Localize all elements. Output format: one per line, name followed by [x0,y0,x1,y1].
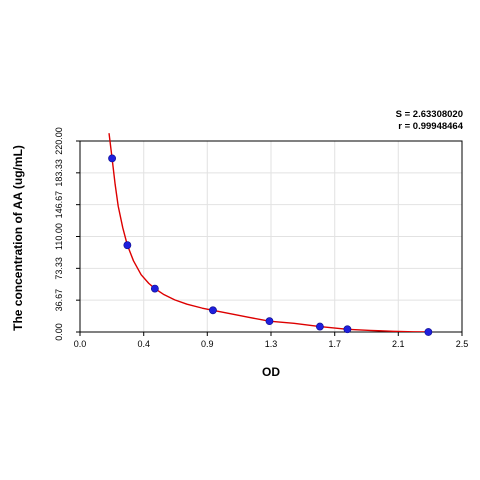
grid [79,140,463,333]
data-point [108,154,116,163]
data-point [209,306,217,315]
x-tick-label: 0.9 [201,339,214,349]
points-layer [108,154,433,336]
y-tick-label: 0.00 [54,323,64,341]
x-tick-label: 1.3 [265,339,278,349]
data-point [315,322,324,331]
x-tick-label: 1.7 [328,339,341,349]
y-tick-label: 110.00 [54,223,64,250]
y-axis: 0.00 36.67 73.33 110.00 146.67 183.33 220.00 [54,127,80,341]
x-axis-title: OD [262,365,280,379]
x-tick-label: 2.5 [456,339,469,349]
data-point [265,317,274,326]
x-tick-label: 0.4 [137,339,150,349]
x-tick-label: 0.0 [74,339,87,349]
x-axis: 0.0 0.4 0.9 1.3 1.7 2.1 2.5 [74,332,469,349]
y-tick-label: 73.33 [54,257,64,280]
r-annotation: r = 0.99948464 [398,121,463,132]
y-tick-label: 146.67 [54,191,64,219]
y-tick-label: 220.00 [54,127,64,155]
data-point [123,241,132,250]
y-tick-label: 183.33 [54,159,64,187]
data-point [150,284,159,293]
data-point [424,328,433,336]
s-annotation: S = 2.63308020 [396,109,463,120]
x-tick-label: 2.1 [392,339,405,349]
fit-curve-layer [108,133,432,332]
data-point [343,325,352,334]
y-tick-label: 36.67 [54,289,64,312]
y-axis-title: The concentration of AA (ug/mL) [11,145,25,331]
fit-curve [108,133,432,332]
